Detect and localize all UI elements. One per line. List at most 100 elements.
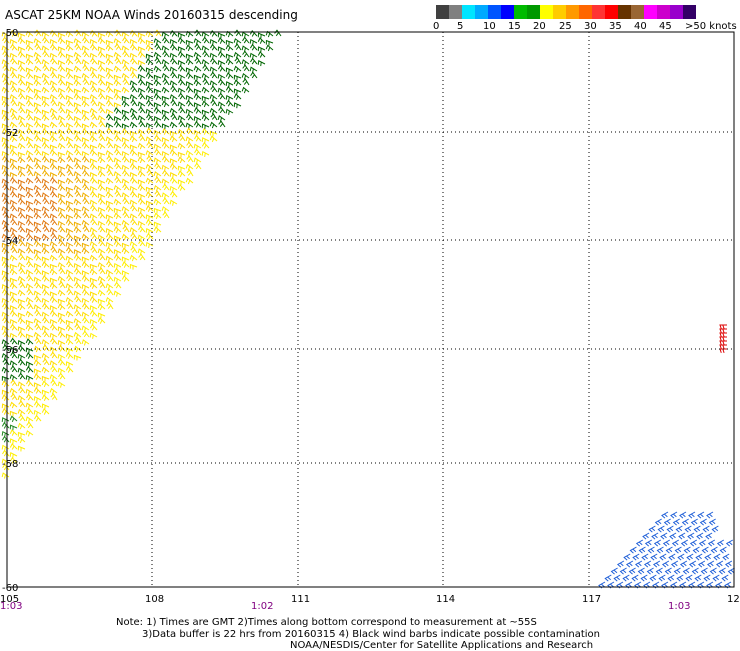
wind-barb bbox=[121, 270, 130, 277]
wind-barb bbox=[604, 574, 612, 582]
wind-barb bbox=[57, 331, 66, 338]
wind-barb bbox=[154, 162, 162, 170]
wind-barb bbox=[193, 93, 202, 100]
wind-barb-swath bbox=[1, 29, 735, 589]
wind-barb bbox=[17, 156, 26, 164]
wind-barb bbox=[162, 78, 170, 86]
wind-barb bbox=[2, 449, 10, 457]
wind-barb bbox=[153, 79, 162, 87]
wind-barb bbox=[2, 225, 10, 233]
wind-barb bbox=[18, 372, 26, 380]
wind-barb bbox=[105, 186, 114, 193]
wind-barb bbox=[33, 107, 42, 114]
wind-barb bbox=[113, 226, 122, 233]
wind-barb bbox=[9, 130, 18, 137]
wind-barb bbox=[33, 120, 42, 128]
wind-barb bbox=[26, 274, 34, 282]
wind-barb bbox=[193, 102, 202, 109]
wind-barb bbox=[177, 115, 186, 122]
wind-barb bbox=[41, 275, 50, 282]
wind-barb bbox=[9, 135, 18, 143]
wind-barb bbox=[82, 64, 90, 72]
wind-barb bbox=[98, 281, 106, 289]
wind-barb bbox=[41, 233, 50, 241]
wind-barb bbox=[10, 365, 18, 373]
wind-barb bbox=[81, 164, 90, 171]
wind-barb bbox=[648, 525, 656, 533]
wind-barb bbox=[34, 323, 42, 331]
wind-barb bbox=[185, 177, 194, 185]
wind-barb bbox=[18, 281, 26, 289]
wind-barb bbox=[65, 177, 74, 185]
wind-barb bbox=[9, 452, 18, 459]
wind-barb bbox=[225, 86, 234, 93]
wind-barb bbox=[65, 310, 74, 318]
wind-barb bbox=[719, 324, 727, 329]
wind-barb bbox=[73, 276, 82, 283]
wind-barb bbox=[17, 220, 26, 227]
wind-barb bbox=[50, 71, 58, 79]
wind-barb bbox=[81, 275, 90, 282]
wind-barb bbox=[186, 141, 194, 149]
wind-barb bbox=[177, 165, 186, 172]
wind-barb bbox=[632, 553, 640, 561]
wind-barb bbox=[137, 37, 146, 44]
wind-barb bbox=[97, 262, 106, 269]
wind-barb bbox=[201, 45, 210, 52]
wind-barb bbox=[105, 94, 114, 102]
wind-barb bbox=[623, 553, 631, 561]
wind-barb bbox=[97, 73, 106, 80]
scale-swatch bbox=[618, 5, 631, 19]
wind-barb bbox=[58, 372, 66, 380]
wind-barb bbox=[145, 219, 154, 226]
wind-barb bbox=[137, 128, 146, 136]
wind-barb bbox=[113, 93, 122, 100]
wind-barb bbox=[137, 156, 146, 164]
wind-barb bbox=[41, 31, 50, 38]
wind-barb bbox=[49, 282, 58, 289]
wind-barb bbox=[129, 263, 138, 270]
wind-barb bbox=[137, 184, 146, 191]
wind-barb bbox=[81, 219, 90, 227]
wind-barb bbox=[194, 148, 202, 156]
wind-barb bbox=[81, 150, 90, 158]
wind-barb bbox=[1, 45, 10, 52]
wind-barb bbox=[663, 518, 671, 526]
wind-barb bbox=[642, 532, 650, 540]
wind-barb bbox=[225, 58, 234, 65]
wind-barb bbox=[33, 262, 42, 270]
wind-barb bbox=[1, 192, 10, 199]
wind-barb bbox=[153, 51, 162, 59]
wind-barb bbox=[17, 151, 26, 158]
wind-barb bbox=[33, 387, 42, 394]
wind-barb bbox=[81, 31, 90, 38]
wind-barb bbox=[668, 553, 676, 561]
wind-barb bbox=[17, 408, 26, 416]
wind-barb bbox=[129, 107, 138, 115]
wind-barb bbox=[73, 262, 82, 270]
wind-barb bbox=[146, 155, 154, 163]
wind-barb bbox=[130, 85, 138, 93]
wind-barb bbox=[10, 232, 18, 240]
wind-barb bbox=[169, 144, 178, 151]
wind-barb bbox=[113, 171, 122, 178]
wind-barb bbox=[97, 289, 106, 297]
wind-barb bbox=[640, 574, 648, 582]
wind-barb bbox=[217, 60, 226, 67]
wind-barb bbox=[73, 254, 82, 261]
wind-barb bbox=[121, 114, 130, 121]
scale-tick-label: 25 bbox=[559, 21, 572, 32]
wind-barb bbox=[73, 88, 82, 95]
wind-barb bbox=[25, 361, 34, 368]
wind-barb bbox=[2, 169, 10, 177]
wind-barb bbox=[193, 74, 202, 81]
scale-tick-label: 10 bbox=[483, 21, 496, 32]
wind-barb bbox=[201, 100, 210, 108]
wind-barb bbox=[209, 94, 218, 101]
wind-barb bbox=[73, 120, 82, 128]
wind-barb bbox=[106, 288, 114, 296]
wind-barb bbox=[1, 375, 10, 382]
wind-barb bbox=[57, 367, 66, 374]
wind-barb bbox=[58, 358, 66, 366]
